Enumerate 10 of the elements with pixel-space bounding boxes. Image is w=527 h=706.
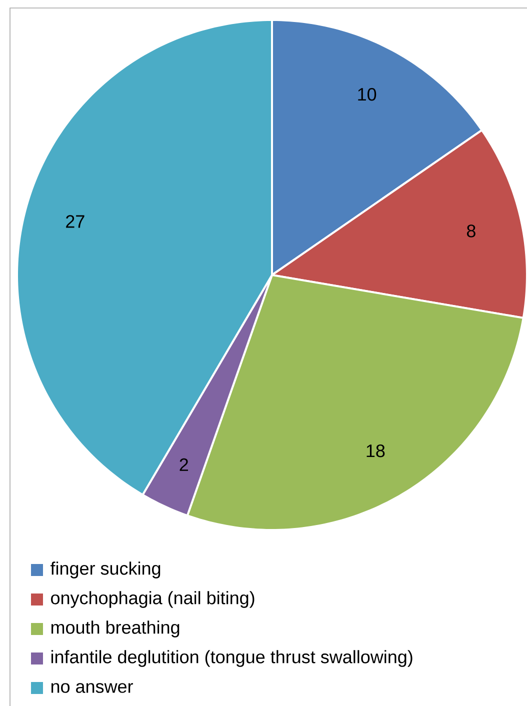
data-label: 8 (466, 224, 476, 238)
legend-label: onychophagia (nail biting) (51, 591, 254, 608)
data-label: 2 (180, 458, 188, 471)
legend-label: infantile deglutition (tongue thrust swallowing) (51, 650, 412, 667)
data-label: 10 (358, 88, 376, 101)
data-label: 27 (66, 215, 84, 228)
legend-label: finger sucking (50, 562, 160, 578)
legend-label: mouth breathing (51, 620, 180, 638)
data-label: 18 (366, 444, 385, 458)
legend-label: no answer (51, 683, 133, 693)
